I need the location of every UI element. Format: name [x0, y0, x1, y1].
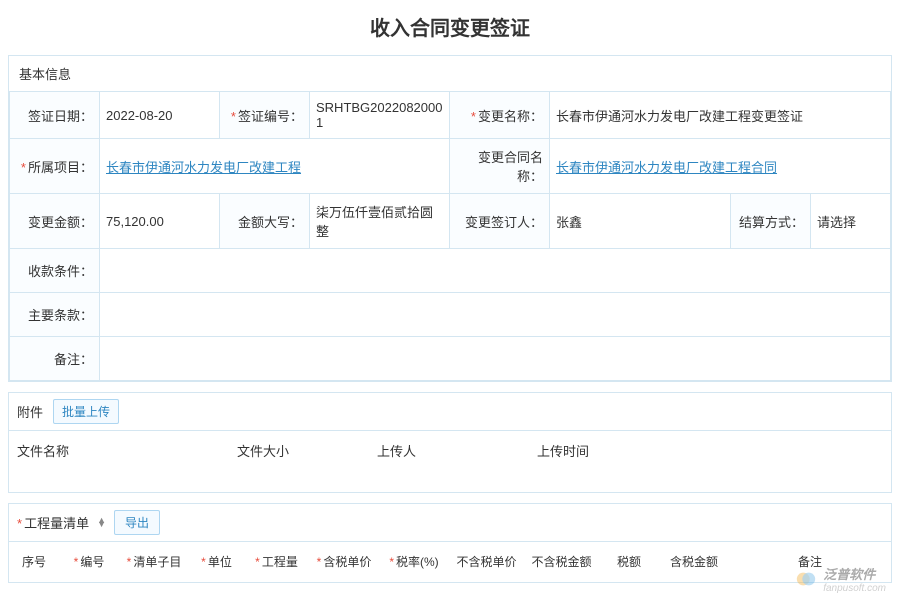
col-taxrate: 税率(%) [379, 542, 449, 582]
col-seq: 序号 [9, 542, 59, 582]
table-row: 签证日期： 2022-08-20 签证编号： SRHTBG20220820001… [10, 92, 891, 139]
table-row: 收款条件： [10, 249, 891, 293]
main-terms-value [100, 293, 891, 337]
batch-upload-button[interactable]: 批量上传 [53, 399, 119, 424]
change-name-value: 长春市伊通河水力发电厂改建工程变更签证 [550, 92, 891, 139]
watermark: 泛普软件 fanpusoft.com [795, 564, 886, 594]
attachments-panel: 附件 批量上传 文件名称 文件大小 上传人 上传时间 [8, 392, 892, 493]
basic-info-table: 签证日期： 2022-08-20 签证编号： SRHTBG20220820001… [9, 91, 891, 381]
col-notaxamount: 不含税金额 [524, 542, 599, 582]
signer-value: 张鑫 [550, 194, 731, 249]
project-link[interactable]: 长春市伊通河水力发电厂改建工程 [106, 160, 301, 175]
col-unit: 单位 [189, 542, 244, 582]
project-label: 所属项目： [10, 139, 100, 194]
visa-date-value: 2022-08-20 [100, 92, 220, 139]
col-qty: 工程量 [244, 542, 309, 582]
col-code: 编号 [59, 542, 119, 582]
table-row: 备注： [10, 337, 891, 381]
change-name-label: 变更名称： [450, 92, 550, 139]
page-title: 收入合同变更签证 [0, 0, 900, 55]
amount-upper-label: 金额大写： [220, 194, 310, 249]
signer-label: 变更签订人： [450, 194, 550, 249]
amount-upper-value: 柒万伍仟壹佰贰拾圆整 [310, 194, 450, 249]
change-amount-label: 变更金额： [10, 194, 100, 249]
logo-icon [795, 568, 817, 590]
col-notaxprice: 不含税单价 [449, 542, 524, 582]
change-amount-value: 75,120.00 [100, 194, 220, 249]
col-taxprice: 含税单价 [309, 542, 379, 582]
visa-date-label: 签证日期： [10, 92, 100, 139]
boq-header: 工程量清单 [17, 513, 89, 532]
table-row: 所属项目： 长春市伊通河水力发电厂改建工程 变更合同名称： 长春市伊通河水力发电… [10, 139, 891, 194]
table-row: 主要条款： [10, 293, 891, 337]
col-withtaxamount: 含税金额 [659, 542, 729, 582]
settle-mode-value[interactable]: 请选择 [811, 194, 891, 249]
visa-no-value: SRHTBG20220820001 [310, 92, 450, 139]
table-row: 序号 编号 清单子目 单位 工程量 含税单价 税率(%) 不含税单价 不含税金额… [9, 542, 891, 582]
change-contract-link[interactable]: 长春市伊通河水力发电厂改建工程合同 [556, 160, 777, 175]
change-contract-label: 变更合同名称： [450, 139, 550, 194]
col-uploadtime: 上传时间 [529, 431, 891, 470]
attachments-header: 附件 [17, 402, 43, 421]
remark-label: 备注： [10, 337, 100, 381]
table-row: 变更金额： 75,120.00 金额大写： 柒万伍仟壹佰贰拾圆整 变更签订人： … [10, 194, 891, 249]
basic-info-header: 基本信息 [9, 56, 891, 91]
col-filename: 文件名称 [9, 431, 229, 470]
remark-value [100, 337, 891, 381]
settle-mode-label: 结算方式： [731, 194, 811, 249]
pay-cond-label: 收款条件： [10, 249, 100, 293]
boq-panel: 工程量清单 ▲▼ 导出 序号 编号 清单子目 单位 工程量 含税单价 税率(%)… [8, 503, 892, 583]
col-taxamount: 税额 [599, 542, 659, 582]
col-subitem: 清单子目 [119, 542, 189, 582]
attachments-table: 文件名称 文件大小 上传人 上传时间 [9, 431, 891, 470]
export-button[interactable]: 导出 [114, 510, 160, 535]
col-filesize: 文件大小 [229, 431, 369, 470]
basic-info-panel: 基本信息 签证日期： 2022-08-20 签证编号： SRHTBG202208… [8, 55, 892, 382]
boq-table: 序号 编号 清单子目 单位 工程量 含税单价 税率(%) 不含税单价 不含税金额… [9, 541, 891, 582]
col-uploader: 上传人 [369, 431, 529, 470]
sort-icon[interactable]: ▲▼ [97, 518, 106, 527]
visa-no-label: 签证编号： [220, 92, 310, 139]
table-row: 文件名称 文件大小 上传人 上传时间 [9, 431, 891, 470]
pay-cond-value [100, 249, 891, 293]
main-terms-label: 主要条款： [10, 293, 100, 337]
